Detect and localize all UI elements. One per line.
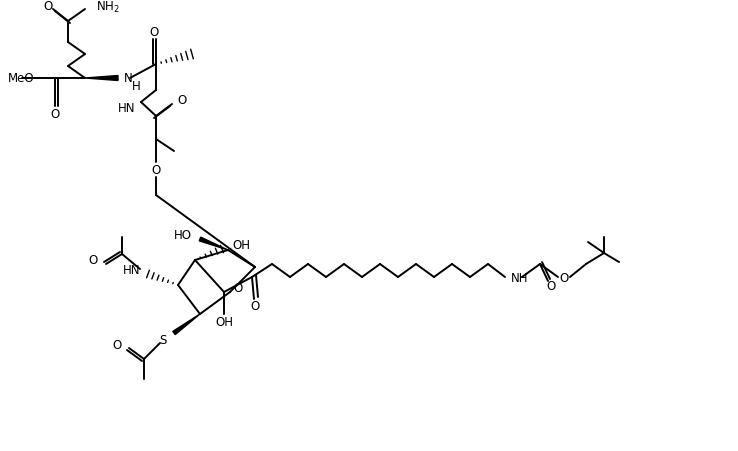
- Text: O: O: [113, 339, 122, 352]
- Text: O: O: [250, 299, 260, 312]
- Text: NH: NH: [511, 271, 528, 284]
- Text: MeO: MeO: [8, 72, 35, 85]
- Text: O: O: [44, 0, 52, 14]
- Text: O: O: [546, 279, 556, 292]
- Text: O: O: [50, 107, 60, 120]
- Text: O: O: [149, 27, 159, 39]
- Text: O: O: [177, 94, 186, 107]
- Text: O: O: [233, 282, 243, 295]
- Text: O: O: [559, 271, 568, 284]
- Text: S: S: [159, 334, 167, 347]
- Polygon shape: [85, 76, 118, 81]
- Text: OH: OH: [215, 315, 233, 328]
- Text: O: O: [89, 253, 98, 266]
- Text: NH$_2$: NH$_2$: [96, 0, 120, 14]
- Text: HN: HN: [123, 263, 140, 276]
- Text: O: O: [151, 164, 161, 177]
- Text: HN: HN: [117, 101, 135, 114]
- Text: N: N: [124, 72, 133, 85]
- Text: HO: HO: [174, 229, 192, 242]
- Text: H: H: [132, 79, 141, 92]
- Polygon shape: [199, 238, 228, 250]
- Polygon shape: [173, 314, 200, 335]
- Text: OH: OH: [232, 239, 250, 252]
